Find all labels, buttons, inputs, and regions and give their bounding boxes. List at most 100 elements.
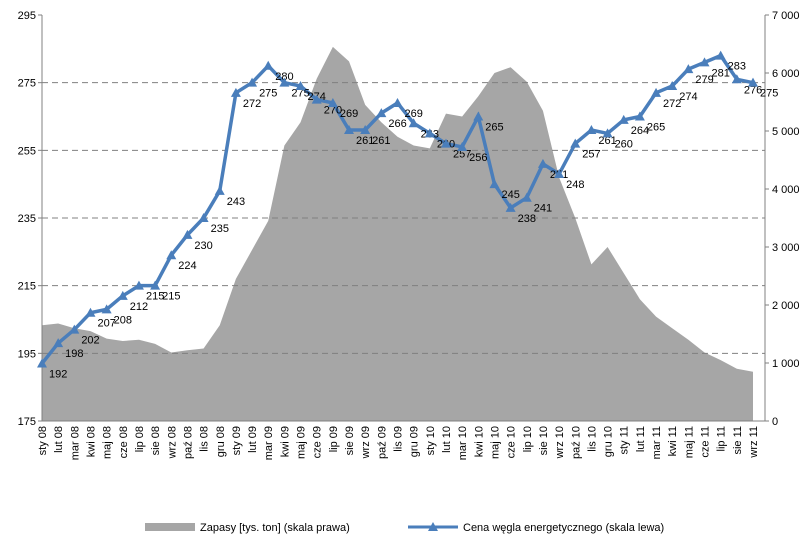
data-label: 264 [631,125,649,137]
marker [473,111,484,121]
marker [602,128,613,138]
data-label: 261 [372,135,390,147]
x-tick-label: lip 08 [134,426,146,452]
x-tick-label: kwi 10 [473,426,485,457]
marker [279,77,290,87]
legend-label: Cena węgla energetycznego (skala lewa) [463,522,664,534]
data-label: 279 [695,74,713,86]
x-tick-label: kwi 08 [85,426,97,457]
x-tick-label: mar 10 [457,426,469,460]
y-tick-label: 215 [18,281,36,293]
y2-tick-label: 0 [772,416,778,428]
data-label: 261 [598,135,616,147]
marker [344,125,355,135]
data-label: 275 [760,88,778,100]
marker [214,185,225,195]
x-tick-label: lip 11 [716,426,728,451]
y-tick-label: 295 [18,10,36,22]
data-label: 215 [146,291,164,303]
x-tick-label: lut 11 [635,426,647,452]
legend-marker [428,522,438,531]
marker [85,307,96,317]
x-tick-label: lis 09 [393,426,405,452]
data-label: 248 [566,179,584,191]
y2-tick-label: 6 000 [772,68,800,80]
data-label: 261 [356,135,374,147]
marker [408,118,419,128]
marker [166,250,177,260]
data-label: 207 [97,318,115,330]
marker [117,290,128,300]
marker [586,125,597,135]
data-label: 280 [275,71,293,83]
data-label: 215 [162,291,180,303]
y2-tick-label: 7 000 [772,10,800,22]
marker [618,114,629,124]
marker [440,138,451,148]
data-label: 238 [518,213,536,225]
x-tick-label: kwi 09 [279,426,291,457]
x-tick-label: cze 11 [700,426,712,458]
x-tick-label: lis 08 [199,426,211,452]
x-tick-label: sty 11 [619,426,631,455]
data-label: 224 [178,260,196,272]
x-tick-label: maj 09 [296,426,308,459]
y-tick-label: 255 [18,145,36,157]
x-tick-label: mar 09 [263,426,275,460]
y2-tick-label: 3 000 [772,242,800,254]
marker [521,192,532,202]
data-label: 281 [712,67,730,79]
data-label: 241 [534,203,552,215]
marker [376,108,387,118]
marker [489,179,500,189]
x-tick-label: sty 08 [37,426,49,455]
data-label: 198 [65,348,83,360]
marker [247,77,258,87]
y2-tick-label: 1 000 [772,358,800,370]
x-tick-label: lut 10 [441,426,453,453]
marker [554,169,565,179]
data-label: 245 [501,189,519,201]
x-tick-label: wrz 10 [554,426,566,459]
data-label: 269 [340,108,358,120]
x-tick-label: wrz 08 [166,426,178,459]
data-label: 269 [405,108,423,120]
x-tick-label: lut 08 [53,426,65,453]
x-tick-label: sie 09 [344,426,356,455]
x-tick-label: lip 09 [328,426,340,452]
marker [651,87,662,97]
marker [505,202,516,212]
data-label: 272 [663,98,681,110]
y2-tick-label: 4 000 [772,184,800,196]
x-tick-label: gru 10 [603,426,615,457]
marker [263,60,274,70]
marker [731,74,742,84]
data-label: 275 [259,88,277,100]
data-label: 208 [114,314,132,326]
x-tick-label: sie 10 [538,426,550,455]
data-label: 275 [291,88,309,100]
x-tick-label: gru 09 [409,426,421,457]
legend-swatch [145,523,195,531]
y-tick-label: 175 [18,416,36,428]
marker [69,324,80,334]
marker [53,338,64,348]
marker [198,213,209,222]
marker [327,97,338,107]
marker [295,81,306,91]
marker [360,125,371,135]
data-label: 202 [81,335,99,347]
data-label: 276 [744,84,762,96]
x-tick-label: maj 10 [489,426,501,459]
data-label: 243 [227,196,245,208]
x-tick-label: paź 10 [570,426,582,459]
y2-tick-label: 2 000 [772,300,800,312]
marker [230,87,241,97]
data-label: 270 [324,105,342,117]
marker [634,111,645,121]
marker [37,358,47,368]
x-tick-label: sty 10 [425,426,437,455]
data-label: 265 [485,122,503,134]
data-label: 283 [728,61,746,73]
